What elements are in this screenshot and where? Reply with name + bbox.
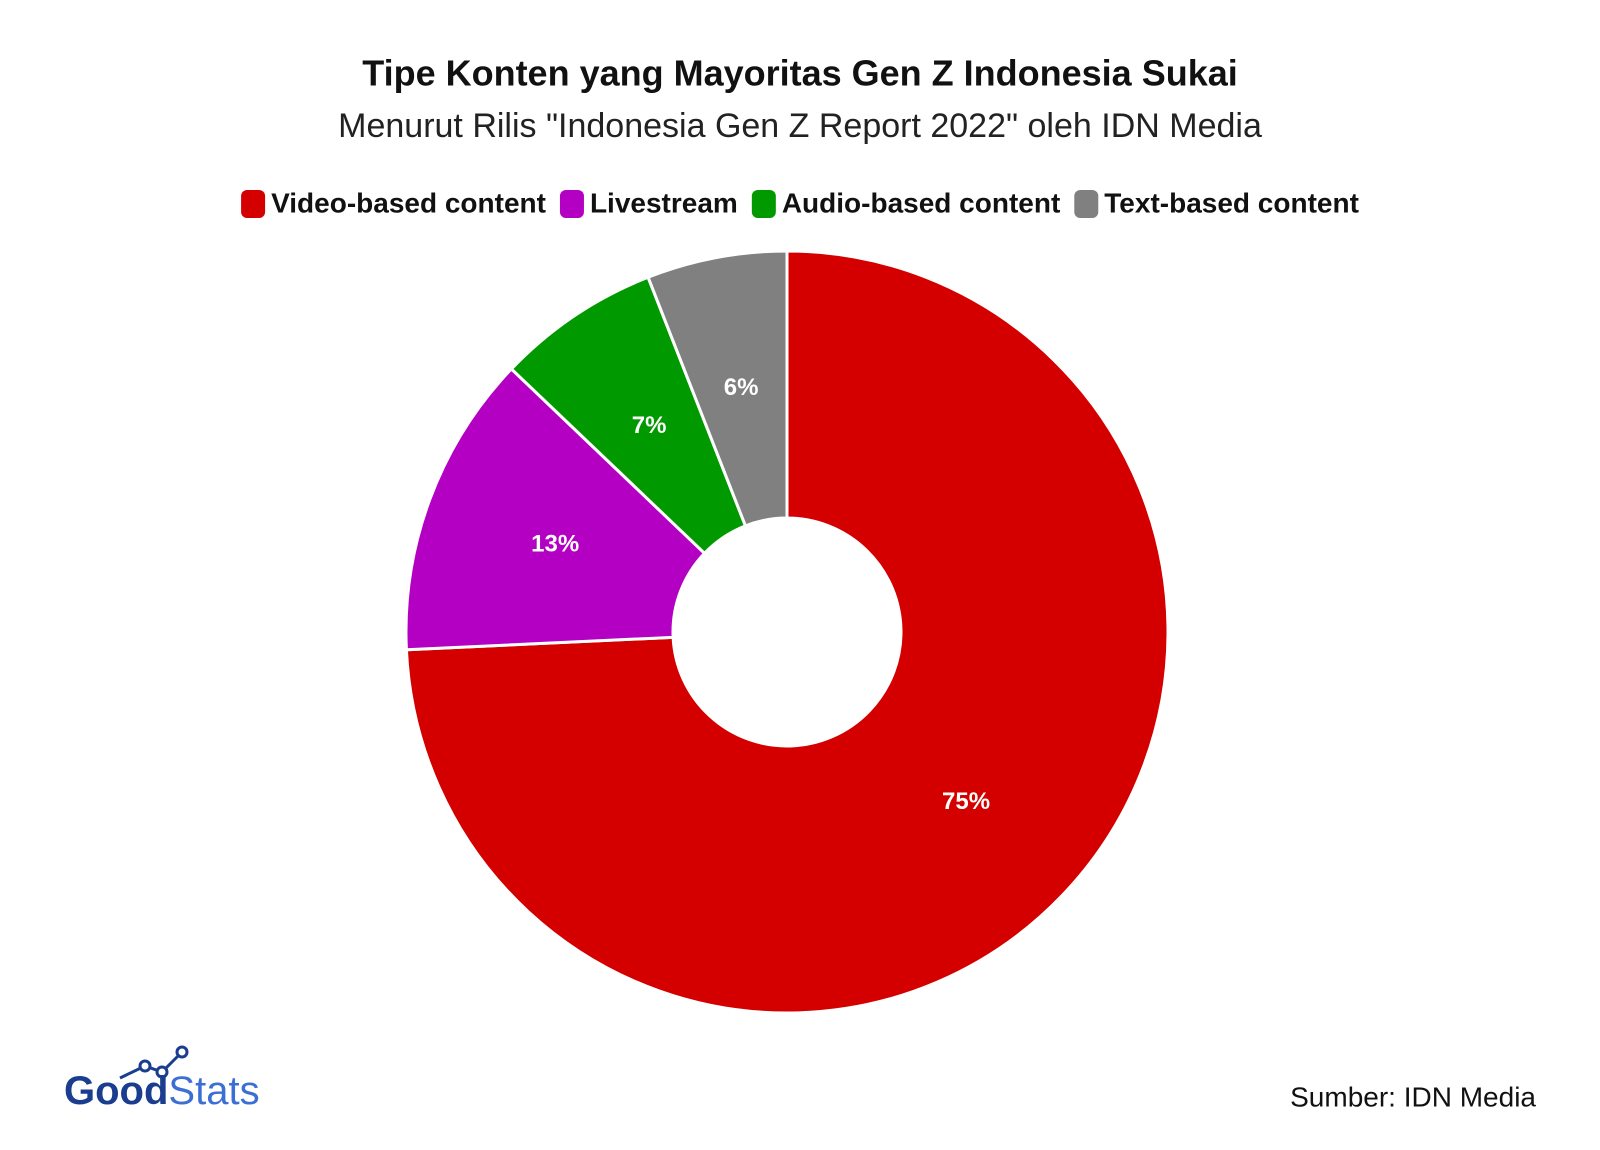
data-label: 13% [531,531,579,558]
donut-slice [509,275,748,556]
legend: Video-based content Livestream Audio-based… [241,187,1359,218]
donut-slice [404,366,707,652]
logo: GoodStats [64,1045,260,1113]
logo-icon [138,1059,152,1073]
logo-text: GoodStats [64,1069,260,1113]
donut-slice [404,249,1170,1015]
legend-swatch [559,190,584,218]
data-label: 6% [724,374,759,401]
legend-label: Livestream [590,187,738,218]
logo-part: Good [64,1069,168,1113]
legend-label: Video-based content [271,187,546,218]
data-label: 75% [942,788,990,815]
donut: 75% 13% 7% 6% [404,249,1170,1015]
legend-swatch [751,190,776,218]
logo-icon [175,1045,189,1059]
logo-part: Stats [168,1069,259,1113]
chart-subtitle: Menurut Rilis "Indonesia Gen Z Report 20… [338,107,1262,145]
legend-label: Text-based content [1104,187,1359,218]
donut-slice [646,249,789,528]
logo-icon [119,1050,184,1080]
source: Sumber: IDN Media [1290,1081,1536,1112]
data-label: 7% [632,412,667,439]
legend-swatch [241,190,266,218]
legend-label: Audio-based content [782,187,1060,218]
chart-title: Tipe Konten yang Mayoritas Gen Z Indones… [362,53,1238,94]
legend-swatch [1074,190,1099,218]
logo-icon [155,1065,169,1079]
